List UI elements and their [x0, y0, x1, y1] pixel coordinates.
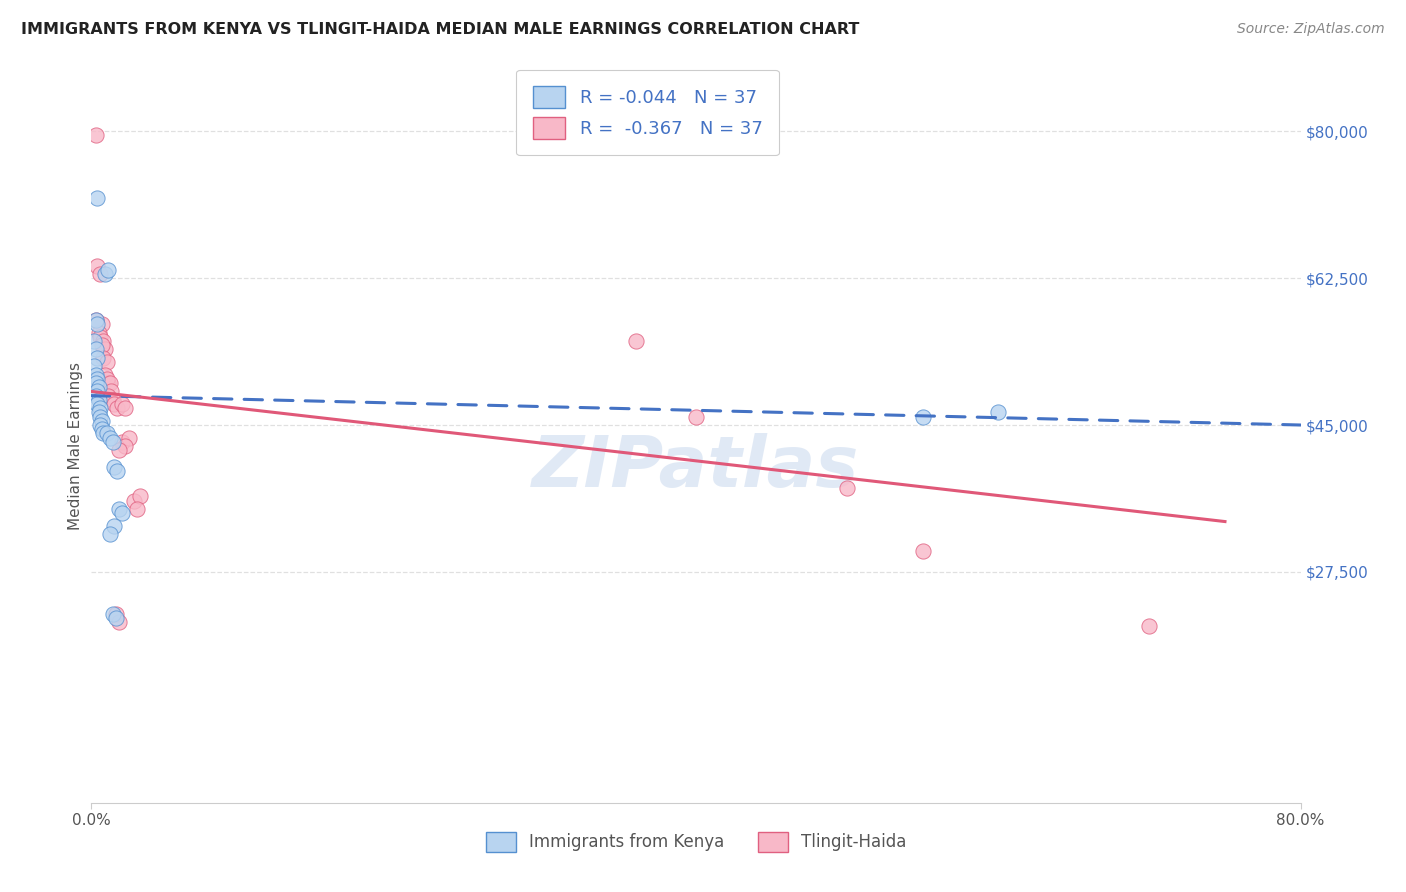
Point	[89, 409, 111, 424]
Point	[93, 351, 115, 365]
Point	[118, 431, 141, 445]
Point	[94, 343, 117, 357]
Point	[84, 313, 107, 327]
Point	[101, 434, 124, 449]
Point	[83, 334, 105, 348]
Point	[91, 414, 114, 428]
Point	[96, 372, 118, 386]
Point	[89, 401, 111, 416]
Point	[86, 384, 108, 399]
Point	[98, 431, 121, 445]
Point	[84, 368, 107, 382]
Point	[97, 376, 120, 390]
Point	[97, 262, 120, 277]
Text: IMMIGRANTS FROM KENYA VS TLINGIT-HAIDA MEDIAN MALE EARNINGS CORRELATION CHART: IMMIGRANTS FROM KENYA VS TLINGIT-HAIDA M…	[21, 22, 859, 37]
Point	[911, 409, 934, 424]
Point	[101, 607, 124, 621]
Point	[96, 426, 118, 441]
Point	[98, 527, 121, 541]
Point	[91, 422, 114, 436]
Point	[104, 607, 127, 621]
Point	[114, 401, 136, 416]
Point	[87, 405, 110, 419]
Point	[89, 330, 111, 344]
Point	[101, 392, 124, 407]
Point	[100, 384, 122, 399]
Point	[105, 464, 128, 478]
Point	[94, 267, 117, 281]
Point	[111, 506, 132, 520]
Point	[103, 460, 125, 475]
Point	[89, 417, 111, 432]
Point	[111, 434, 132, 449]
Point	[84, 313, 107, 327]
Point	[84, 376, 107, 390]
Point	[107, 502, 129, 516]
Point	[94, 368, 117, 382]
Point	[86, 397, 108, 411]
Point	[103, 518, 125, 533]
Point	[83, 359, 105, 374]
Text: ZIPatlas: ZIPatlas	[533, 433, 859, 502]
Point	[84, 389, 107, 403]
Point	[105, 401, 128, 416]
Point	[111, 397, 132, 411]
Point	[87, 392, 110, 407]
Point	[86, 318, 108, 332]
Point	[87, 326, 110, 340]
Point	[107, 615, 129, 630]
Point	[84, 343, 107, 357]
Point	[624, 334, 647, 348]
Point	[91, 318, 114, 332]
Point	[86, 191, 108, 205]
Point	[93, 334, 115, 348]
Point	[96, 355, 118, 369]
Point	[987, 405, 1010, 419]
Point	[86, 351, 108, 365]
Point	[97, 389, 120, 403]
Point	[93, 426, 115, 441]
Text: Source: ZipAtlas.com: Source: ZipAtlas.com	[1237, 22, 1385, 37]
Point	[835, 481, 858, 495]
Point	[125, 502, 148, 516]
Point	[91, 338, 114, 352]
Point	[98, 376, 121, 390]
Point	[86, 372, 108, 386]
Y-axis label: Median Male Earnings: Median Male Earnings	[67, 362, 83, 530]
Point	[114, 439, 136, 453]
Legend: Immigrants from Kenya, Tlingit-Haida: Immigrants from Kenya, Tlingit-Haida	[479, 825, 912, 859]
Point	[86, 259, 108, 273]
Point	[685, 409, 707, 424]
Point	[104, 611, 127, 625]
Point	[1139, 619, 1161, 633]
Point	[107, 443, 129, 458]
Point	[911, 544, 934, 558]
Point	[103, 397, 125, 411]
Point	[122, 493, 145, 508]
Point	[128, 489, 150, 503]
Point	[84, 128, 107, 143]
Point	[87, 380, 110, 394]
Point	[89, 267, 111, 281]
